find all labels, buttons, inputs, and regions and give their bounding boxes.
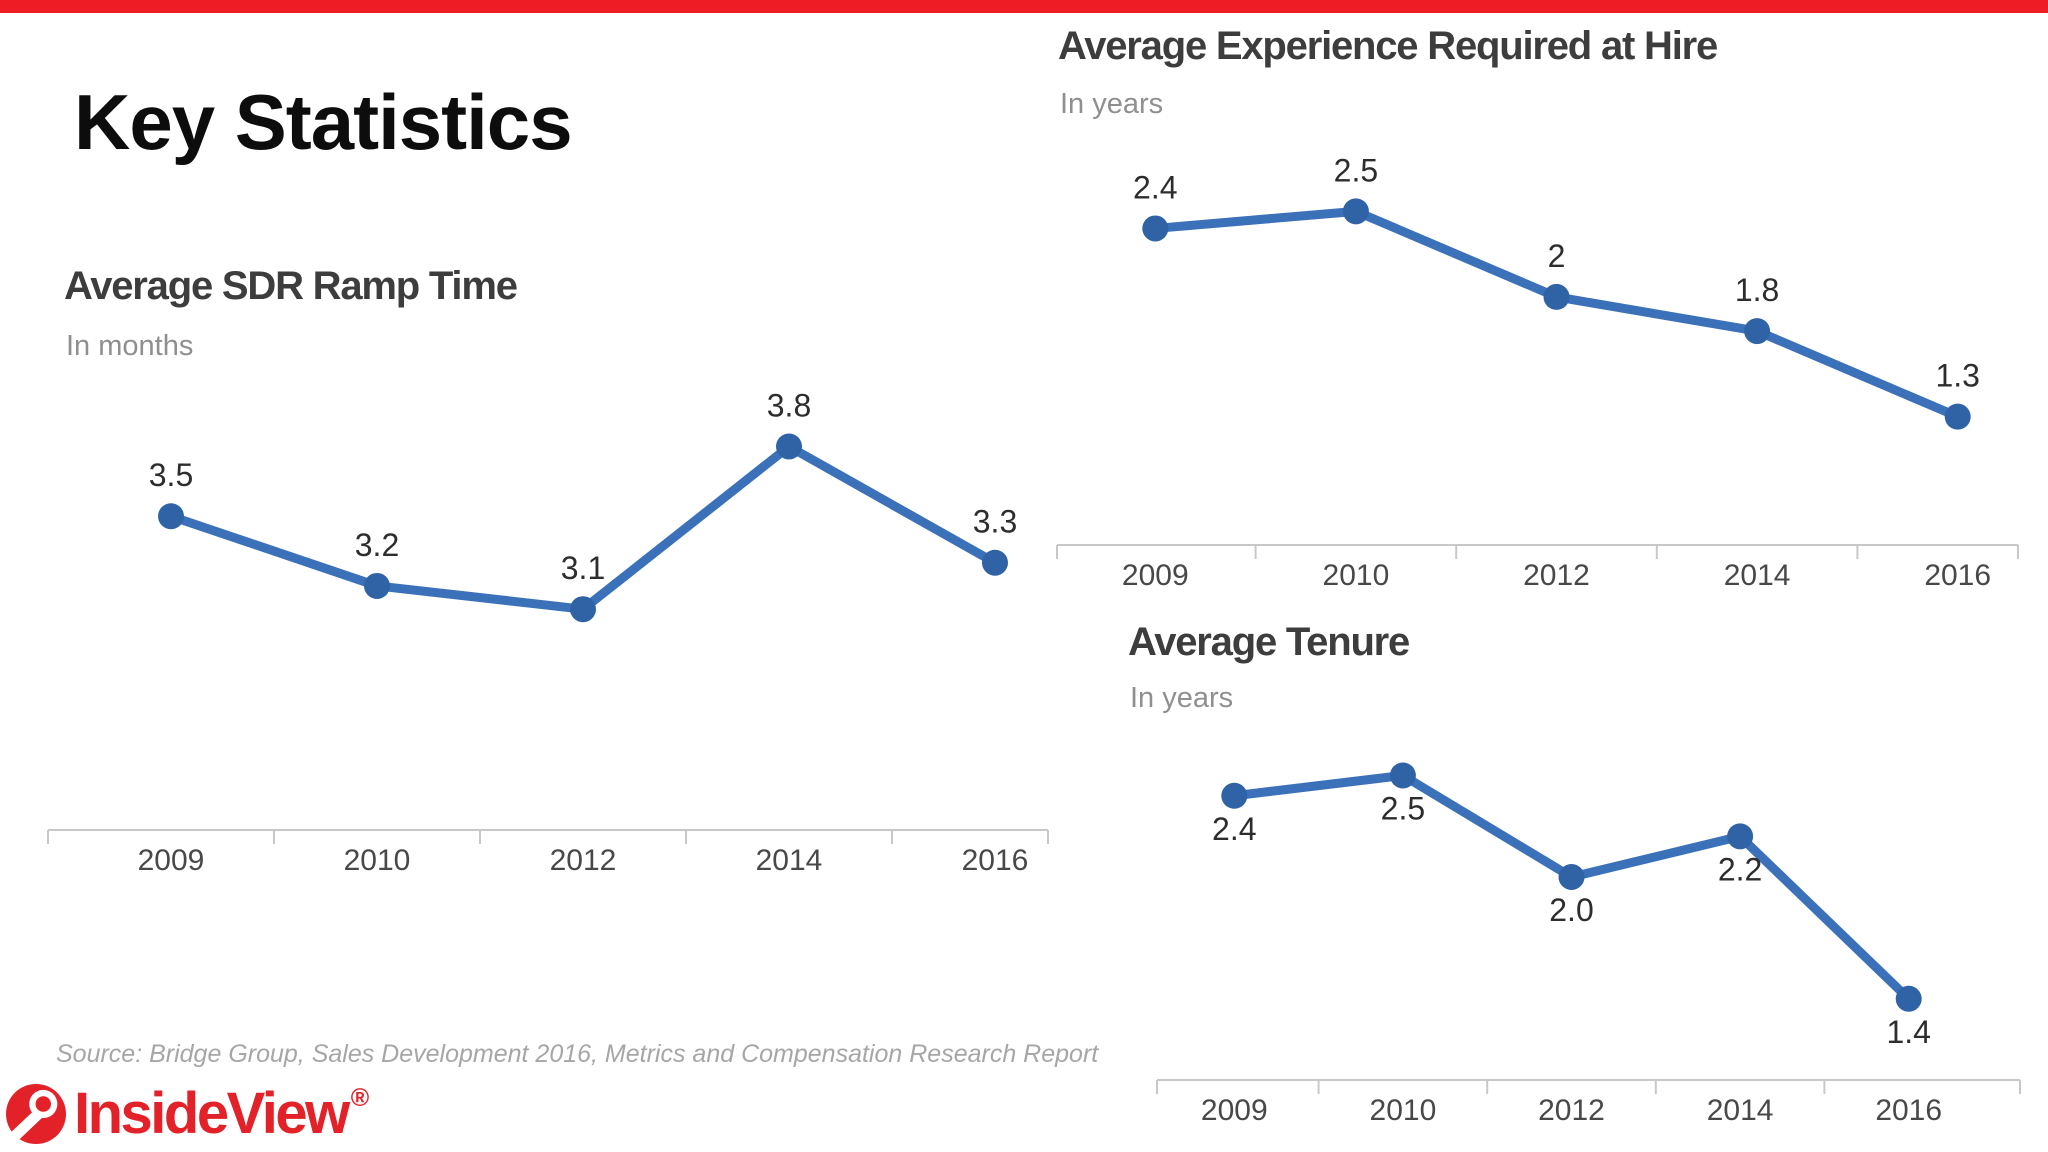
chart-experience-at-hire-plot: 2.4 2.5 2 1.8 1.3 2009 2010 2012 2014 2016 bbox=[1056, 152, 2019, 592]
value-label: 2 bbox=[1548, 238, 1566, 274]
year-label: 2010 bbox=[1323, 559, 1390, 592]
value-label: 1.3 bbox=[1935, 358, 1979, 394]
data-point bbox=[158, 503, 184, 530]
chart-subtitle: In months bbox=[66, 330, 194, 362]
value-label: 3.8 bbox=[767, 387, 811, 423]
insideview-logo-text: InsideView bbox=[74, 1081, 350, 1146]
chart-average-tenure: Average Tenure In years 2.4 2.5 2.0 2.2 1.4 2… bbox=[1100, 610, 2048, 1152]
year-label: 2009 bbox=[138, 844, 205, 877]
data-point bbox=[1342, 198, 1369, 225]
year-label: 2009 bbox=[1201, 1094, 1268, 1127]
data-point bbox=[1895, 985, 1922, 1012]
year-label: 2012 bbox=[1538, 1094, 1605, 1127]
chart-title: Average Tenure bbox=[1128, 620, 1410, 664]
year-label: 2014 bbox=[1707, 1094, 1774, 1127]
chart-subtitle: In years bbox=[1130, 682, 1234, 714]
year-label: 2014 bbox=[1724, 559, 1791, 592]
year-label: 2010 bbox=[344, 844, 411, 877]
value-label: 2.2 bbox=[1718, 851, 1762, 887]
year-label: 2016 bbox=[1875, 1094, 1942, 1127]
value-label: 3.5 bbox=[149, 457, 193, 493]
chart-average-tenure-plot: 2.4 2.5 2.0 2.2 1.4 2009 2010 2012 2014 2016 bbox=[1156, 762, 2021, 1127]
data-point bbox=[1944, 403, 1971, 430]
source-note: Source: Bridge Group, Sales Development … bbox=[56, 1040, 1099, 1068]
year-label: 2014 bbox=[756, 844, 823, 877]
value-label: 1.8 bbox=[1735, 272, 1779, 308]
data-point bbox=[1558, 863, 1585, 890]
insideview-logo: InsideView ® bbox=[6, 1084, 369, 1144]
data-point bbox=[776, 433, 802, 460]
value-label: 2.0 bbox=[1549, 892, 1593, 928]
year-label: 2012 bbox=[550, 844, 617, 877]
data-point bbox=[570, 596, 596, 623]
data-point bbox=[1221, 782, 1248, 809]
registered-trademark-symbol: ® bbox=[350, 1083, 370, 1112]
year-label: 2016 bbox=[1924, 559, 1991, 592]
year-label: 2012 bbox=[1523, 559, 1590, 592]
chart-sdr-ramp-time: Average SDR Ramp Time In months 3.5 3.2 3.… bbox=[0, 250, 1100, 890]
chart-sdr-ramp-time-plot: 3.5 3.2 3.1 3.8 3.3 2009 2010 2012 2014 2016 bbox=[47, 387, 1049, 877]
data-point bbox=[1727, 823, 1754, 850]
chart-experience-at-hire: Average Experience Required at Hire In y… bbox=[1040, 14, 2048, 604]
chart-title: Average SDR Ramp Time bbox=[64, 264, 518, 308]
value-label: 2.4 bbox=[1133, 169, 1177, 205]
value-label: 2.5 bbox=[1381, 790, 1425, 826]
data-point bbox=[1389, 762, 1416, 789]
value-label: 2.5 bbox=[1334, 152, 1378, 188]
chart-title: Average Experience Required at Hire bbox=[1058, 24, 1718, 68]
data-point bbox=[1744, 318, 1771, 345]
data-point bbox=[982, 549, 1008, 576]
insideview-logo-mark-icon bbox=[6, 1084, 66, 1144]
data-point bbox=[1142, 215, 1169, 242]
value-label: 1.4 bbox=[1886, 1014, 1930, 1050]
value-label: 3.1 bbox=[561, 550, 605, 586]
year-label: 2010 bbox=[1370, 1094, 1437, 1127]
year-label: 2009 bbox=[1122, 559, 1189, 592]
slide-title: Key Statistics bbox=[74, 78, 573, 166]
data-point bbox=[364, 572, 390, 599]
chart-subtitle: In years bbox=[1060, 88, 1164, 120]
value-label: 2.4 bbox=[1212, 811, 1256, 847]
year-label: 2016 bbox=[962, 844, 1029, 877]
value-label: 3.3 bbox=[973, 504, 1017, 540]
value-label: 3.2 bbox=[355, 527, 399, 563]
top-accent-bar bbox=[0, 0, 2048, 13]
data-point bbox=[1543, 283, 1570, 310]
